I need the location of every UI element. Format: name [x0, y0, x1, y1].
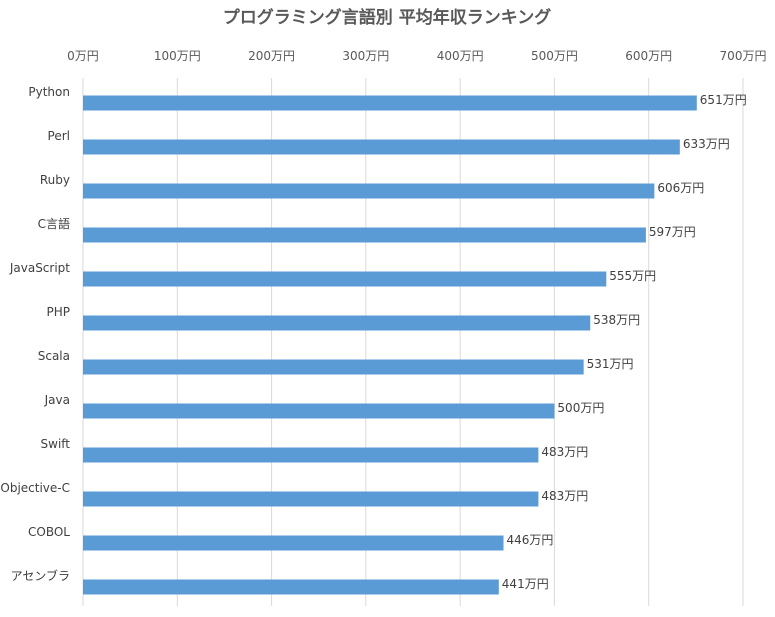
x-tick-label-3: 300万円: [342, 49, 389, 63]
category-label-3: C言語: [38, 216, 70, 231]
bar-11: [83, 579, 499, 595]
data-label-0: 651万円: [700, 93, 747, 107]
category-label-4: JavaScript: [9, 261, 70, 275]
x-tick-label-5: 500万円: [531, 49, 578, 63]
x-tick-label-2: 200万円: [248, 49, 295, 63]
gridlines: [82, 78, 744, 606]
bar-0: [83, 95, 697, 111]
data-label-11: 441万円: [502, 577, 549, 591]
bar-1: [83, 139, 680, 155]
bar-10: [83, 535, 504, 551]
data-label-8: 483万円: [541, 445, 588, 459]
x-tick-label-0: 0万円: [67, 49, 99, 63]
chart-title: プログラミング言語別 平均年収ランキング: [223, 7, 551, 28]
data-label-7: 500万円: [557, 401, 604, 415]
bar-9: [83, 491, 539, 507]
x-tick-label-4: 400万円: [437, 49, 484, 63]
category-label-11: アセンブラ: [11, 568, 70, 583]
category-labels: Python Perl Ruby C言語 JavaScript PHP Scala Java S…: [0, 85, 70, 583]
x-tick-label-1: 100万円: [154, 49, 201, 63]
data-label-1: 633万円: [683, 137, 730, 151]
bar-8: [83, 447, 539, 463]
data-labels: 651万円 633万円 606万円 597万円 555万円 538万円 531万円 500万円…: [502, 93, 747, 591]
bar-7: [83, 403, 555, 419]
data-label-3: 597万円: [649, 225, 696, 239]
data-label-2: 606万円: [657, 181, 704, 195]
category-label-10: COBOL: [28, 525, 70, 539]
bar-5: [83, 315, 591, 331]
category-label-8: Swift: [41, 437, 71, 451]
category-label-5: PHP: [47, 305, 71, 319]
category-label-9: Objective-C: [0, 481, 70, 495]
category-label-1: Perl: [48, 129, 70, 143]
data-label-4: 555万円: [609, 269, 656, 283]
category-label-6: Scala: [38, 349, 70, 363]
data-label-9: 483万円: [541, 489, 588, 503]
bar-3: [83, 227, 646, 243]
data-label-5: 538万円: [593, 313, 640, 327]
category-label-7: Java: [44, 393, 70, 407]
bars: [83, 95, 697, 595]
category-label-2: Ruby: [40, 173, 70, 187]
x-tick-label-7: 700万円: [720, 49, 767, 63]
x-tick-label-6: 600万円: [625, 49, 672, 63]
data-label-6: 531万円: [587, 357, 634, 371]
bar-6: [83, 359, 584, 375]
bar-2: [83, 183, 655, 199]
category-label-0: Python: [28, 85, 70, 99]
bar-4: [83, 271, 607, 287]
data-label-10: 446万円: [507, 533, 554, 547]
x-axis-tick-labels: 0万円 100万円 200万円 300万円 400万円 500万円 600万円 700万円: [67, 49, 766, 63]
